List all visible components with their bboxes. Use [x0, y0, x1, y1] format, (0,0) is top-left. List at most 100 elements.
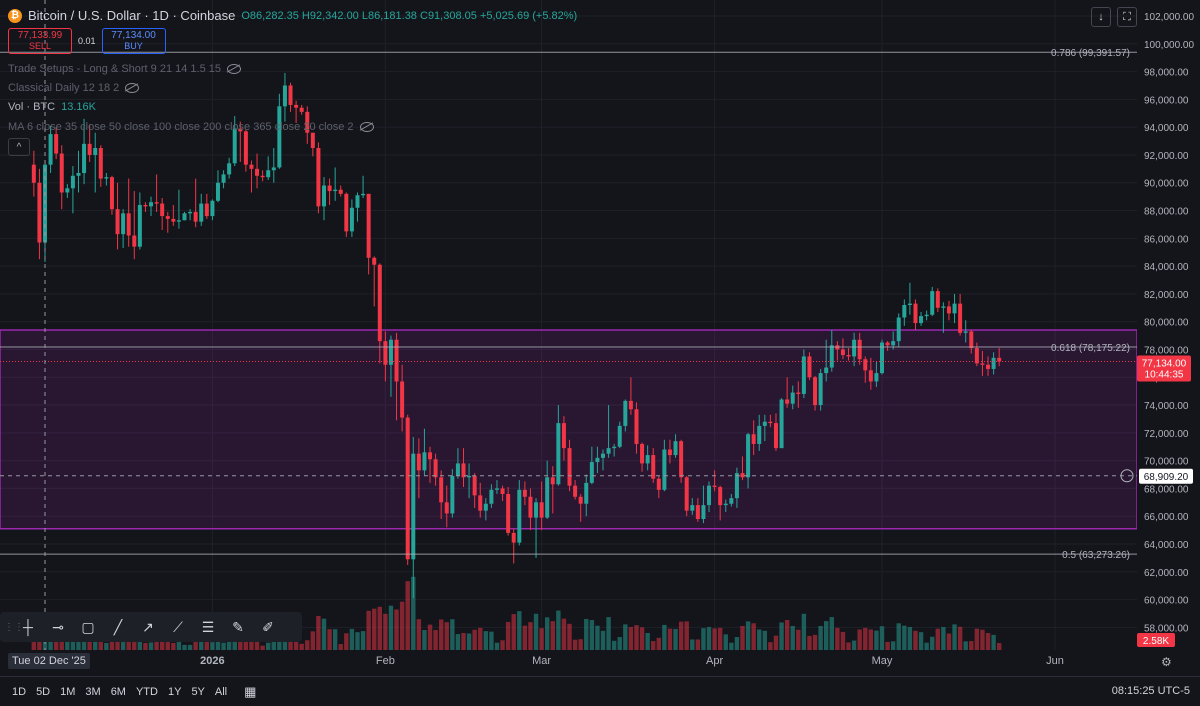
candle-body	[623, 400, 628, 426]
candle-body	[729, 498, 734, 504]
candle-body	[204, 203, 209, 217]
volume-bar	[187, 644, 193, 650]
last-price-tag	[1137, 355, 1191, 382]
volume-bar	[985, 632, 991, 650]
volume-bar	[678, 621, 684, 650]
volume-bar	[824, 621, 829, 650]
volume-bar	[148, 642, 154, 650]
fullscreen-icon[interactable]: ⛶	[1117, 7, 1137, 27]
price-axis[interactable]: 58,000.00 60,000.00 62,000.00 64,000.00 66,0…	[1137, 0, 1200, 676]
calendar-icon[interactable]: ▦	[244, 683, 257, 699]
indicator-moving-averages[interactable]: MA 6 close 35 close 50 close 100 close 2…	[8, 121, 374, 133]
bar-countdown: 10:44:35	[1145, 370, 1184, 381]
indicator-volume[interactable]: Vol · BTC 13.16K	[8, 101, 96, 113]
add-alert-icon[interactable]	[1120, 469, 1134, 483]
volume-bar	[762, 630, 768, 650]
candle-body	[645, 455, 650, 464]
candle-body	[288, 85, 293, 105]
timeframe-1d[interactable]: 1D	[12, 685, 27, 698]
candle-body	[249, 164, 254, 169]
timeframe-1m[interactable]: 1M	[60, 685, 76, 698]
volume-bar	[673, 628, 678, 650]
volume-bar	[885, 641, 890, 650]
arrow-tool-icon[interactable]: ↗	[142, 618, 154, 635]
eye-hidden-icon[interactable]	[125, 83, 140, 93]
indicator-trade-setups[interactable]: Trade Setups - Long & Short 9 21 14 1.5 …	[8, 63, 242, 75]
volume-bar	[176, 635, 182, 650]
volume-bar	[438, 619, 444, 650]
utc-clock[interactable]: 08:15:25 UTC-5	[1111, 685, 1190, 697]
candle-body	[121, 213, 126, 235]
fib-level-label: 0.786 (99,391.57)	[1051, 48, 1130, 59]
indicator-label: Trade Setups - Long & Short 9 21 14 1.5 …	[8, 63, 222, 75]
bottom-toolbar: 1D 5D 1M 3M 6M YTD 1Y 5Y All ▦ 08:15:25 …	[0, 676, 1200, 706]
volume-bar	[321, 618, 327, 650]
price-chart[interactable]: 0.786 (99,391.57) 0.618 (78,175.22) 0.5 (6…	[0, 0, 1200, 676]
timeframe-3m[interactable]: 3M	[85, 685, 101, 698]
sell-label: SELL	[28, 41, 52, 51]
candle-body	[511, 532, 516, 543]
candle-body	[578, 496, 583, 504]
volume-bar	[556, 610, 561, 650]
buy-button[interactable]: 77,134.00 BUY	[101, 28, 166, 54]
volume-bar	[701, 628, 706, 650]
candle-body	[383, 341, 388, 365]
candle-body	[338, 189, 343, 194]
volume-bar	[260, 645, 265, 650]
candle-body	[377, 264, 382, 342]
price-axis-tags: 77,134.00 10:44:35 68,909.20 2.58K	[1120, 355, 1193, 647]
volume-bar	[266, 642, 271, 650]
rectangle-tool-icon[interactable]: ▢	[81, 618, 95, 635]
purple-zone	[0, 329, 1138, 530]
timeframe-ytd[interactable]: YTD	[135, 685, 158, 698]
indicator-label: MA 6 close 35 close 50 close 100 close 2…	[8, 121, 354, 133]
indicator-classical-daily[interactable]: Classical Daily 12 18 2	[8, 82, 140, 94]
volume-bar	[918, 632, 924, 650]
volume-bar	[159, 634, 165, 650]
candle-body	[567, 448, 572, 486]
parallel-channel-tool-icon[interactable]: ☰	[201, 618, 215, 635]
volume-bar	[405, 581, 410, 650]
collapse-legend-button[interactable]: ^	[8, 138, 30, 156]
timeframe-5y[interactable]: 5Y	[191, 685, 205, 698]
candle-body	[773, 423, 778, 449]
spread-value: 0.01	[78, 36, 96, 46]
price-tick-label: 74,000.00	[1144, 401, 1189, 412]
candle-body	[355, 195, 360, 208]
candle-body	[874, 373, 879, 382]
ray-tool-icon[interactable]: ⟋	[173, 618, 183, 635]
date-tick-label: Apr	[706, 655, 723, 667]
volume-bar	[974, 628, 980, 650]
eye-hidden-icon[interactable]	[359, 122, 374, 132]
volume-bar	[946, 633, 952, 650]
download-icon[interactable]: ↓	[1091, 7, 1111, 27]
timeframe-6m[interactable]: 6M	[110, 685, 126, 698]
volume-bar	[466, 633, 472, 650]
candle-body	[667, 449, 672, 456]
time-axis[interactable]: 2026 Feb Mar Apr May Jun	[200, 655, 1064, 667]
timeframe-1y[interactable]: 1Y	[167, 685, 182, 698]
volume-bar	[846, 642, 851, 650]
eye-hidden-icon[interactable]	[227, 64, 242, 74]
trend-line-tool-icon[interactable]: ╱	[113, 618, 123, 635]
timeframe-all[interactable]: All	[214, 685, 228, 698]
date-tick-label: May	[872, 655, 893, 667]
volume-bar	[444, 622, 449, 650]
horizontal-ray-tool-icon[interactable]: ⊸	[52, 618, 64, 635]
candle-body	[740, 473, 745, 478]
pencil-tool-icon[interactable]: ✐	[262, 618, 274, 635]
price-tick-label: 82,000.00	[1144, 290, 1189, 301]
candle-body	[746, 434, 751, 478]
candle-body	[556, 423, 561, 485]
brush-tool-icon[interactable]: ✎	[232, 618, 244, 635]
symbol-title[interactable]: Bitcoin / U.S. Dollar · 1D · Coinbase	[28, 8, 236, 23]
vertical-line-tool-icon[interactable]: ┼	[23, 619, 33, 635]
volume-bar	[835, 627, 840, 650]
drawing-toolbar: ⋮⋮ ┼ ⊸ ▢ ╱ ↗ ⟋ ☰ ✎ ✐	[0, 612, 302, 642]
timeframe-5d[interactable]: 5D	[36, 685, 51, 698]
volume-bar	[455, 634, 461, 650]
sell-button[interactable]: 77,133.99 SELL	[8, 28, 72, 54]
settings-gear-icon[interactable]: ⚙	[1161, 655, 1172, 669]
drag-handle-icon[interactable]: ⋮⋮	[4, 621, 24, 633]
candle-body	[221, 174, 226, 183]
